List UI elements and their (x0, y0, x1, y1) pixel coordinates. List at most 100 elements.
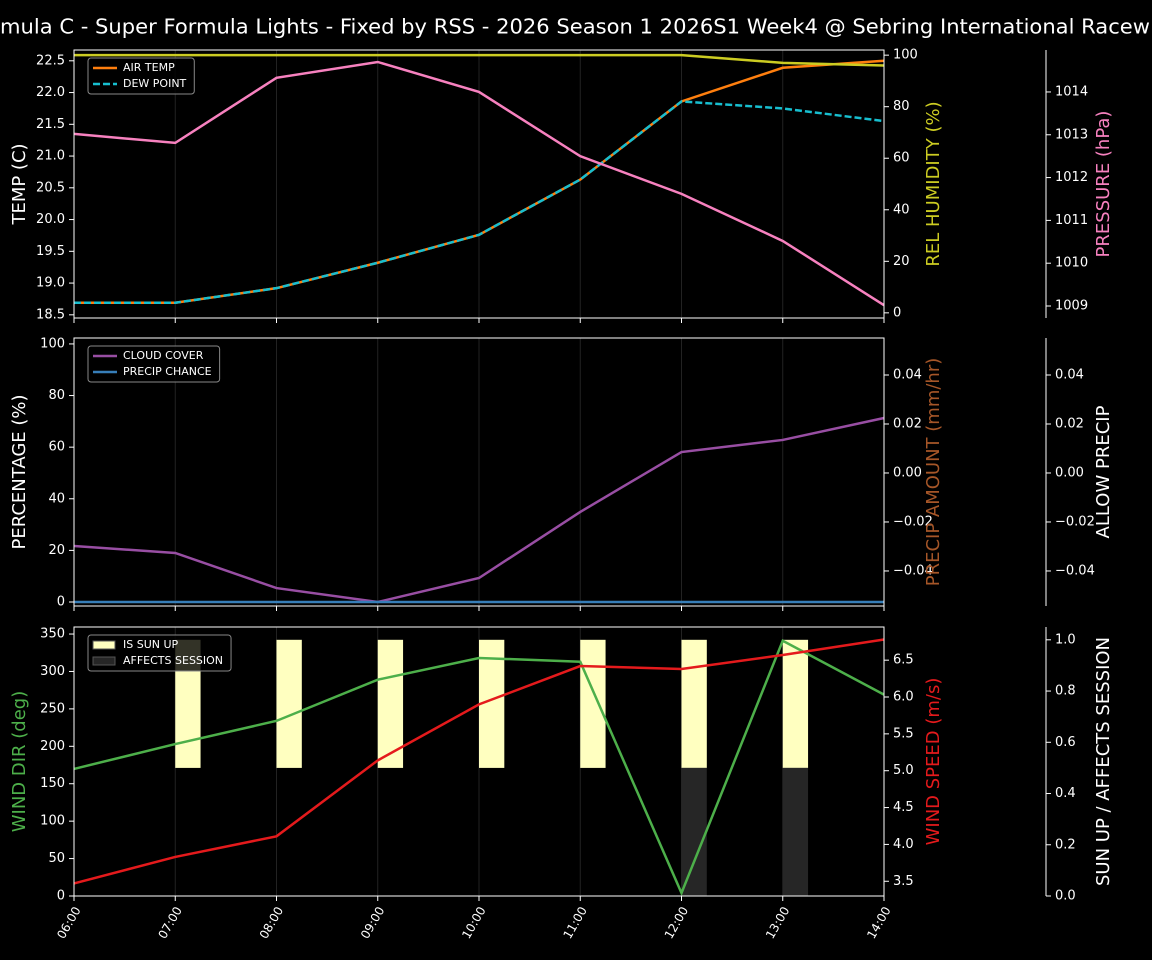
y3-tick-label: 1011 (1055, 213, 1088, 228)
y3-tick-label: 0.0 (1055, 889, 1076, 904)
y3-axis-title: PRESSURE (hPa) (1093, 111, 1114, 258)
bar (377, 639, 404, 768)
y-axis-title: WIND DIR (deg) (9, 691, 30, 833)
y2-tick-label: 3.5 (893, 874, 914, 889)
y2-tick-label: −0.02 (893, 514, 933, 529)
legend: CLOUD COVER PRECIP CHANCE (87, 345, 221, 383)
y2-axis-title: PRECIP AMOUNT (mm/hr) (923, 358, 944, 587)
y3-tick-label: 1.0 (1055, 632, 1076, 647)
y-tick-label: 150 (40, 776, 65, 791)
bar (681, 639, 707, 768)
y2-tick-label: 80 (893, 99, 910, 114)
y-tick-label: 250 (40, 701, 65, 716)
y-tick-label: 80 (48, 388, 65, 403)
line (74, 100, 885, 305)
y3-tick-label: 1014 (1055, 84, 1088, 99)
legend-label: PRECIP CHANCE (123, 365, 212, 378)
y-tick-label: 21.0 (36, 149, 65, 164)
y2-tick-label: 0.02 (893, 416, 922, 431)
y3-tick-label: 1010 (1055, 256, 1088, 271)
y2-tick-label: −0.04 (893, 563, 933, 578)
y3-axis-title: SUN UP / AFFECTS SESSION (1093, 637, 1114, 886)
legend-label: AFFECTS SESSION (123, 654, 223, 667)
y2-tick-label: 6.0 (893, 690, 914, 705)
bar (782, 767, 809, 896)
y-tick-label: 200 (40, 739, 65, 754)
y3-tick-label: 0.4 (1055, 786, 1076, 801)
x-tick-label: 09:00 (358, 904, 387, 941)
plot-frame (73, 337, 885, 607)
y2-tick-label: 6.5 (893, 653, 914, 668)
y-axis-title: TEMP (C) (9, 143, 30, 225)
y3-tick-label: 0.8 (1055, 684, 1076, 699)
y3-tick-label: 0.02 (1055, 416, 1084, 431)
y3-tick-label: 1012 (1055, 170, 1088, 185)
y3-axis-title: ALLOW PRECIP (1093, 405, 1114, 538)
bar (580, 639, 606, 768)
y-axis-title: PERCENTAGE (%) (9, 394, 30, 549)
y2-tick-label: 100 (893, 48, 918, 63)
x-tick-label: 10:00 (459, 904, 488, 941)
y-tick-label: 22.5 (36, 53, 65, 68)
y3-tick-label: −0.04 (1055, 563, 1095, 578)
x-tick-label: 11:00 (560, 904, 589, 941)
plot-frame (73, 49, 885, 319)
y3-tick-label: 0.2 (1055, 837, 1076, 852)
x-tick-label: 07:00 (155, 904, 184, 941)
x-tick-label: 12:00 (662, 904, 691, 941)
legend-label: AIR TEMP (123, 61, 175, 74)
y-tick-label: 50 (48, 851, 65, 866)
legend: AIR TEMP DEW POINT (87, 57, 195, 95)
y-tick-label: 22.0 (36, 85, 65, 100)
x-tick-label: 06:00 (54, 904, 83, 941)
y-tick-label: 20.5 (36, 180, 65, 195)
legend-box (87, 634, 232, 672)
y2-tick-label: 4.5 (893, 800, 914, 815)
x-tick-label: 08:00 (257, 904, 286, 941)
bar (681, 767, 707, 896)
y-tick-label: 40 (48, 491, 65, 506)
y-tick-label: 21.5 (36, 117, 65, 132)
y2-tick-label: 20 (893, 254, 910, 269)
y-tick-label: 100 (40, 336, 65, 351)
y-tick-label: 20.0 (36, 212, 65, 227)
y-tick-label: 0 (57, 595, 65, 610)
y2-tick-label: 0 (893, 305, 901, 320)
y-tick-label: 19.5 (36, 244, 65, 259)
y-tick-label: 100 (40, 814, 65, 829)
line (73, 60, 885, 307)
y2-tick-label: 0.00 (893, 465, 922, 480)
plot-frame (73, 626, 885, 897)
y3-tick-label: 1013 (1055, 127, 1088, 142)
y2-tick-label: 60 (893, 151, 910, 166)
x-tick-label: 13:00 (763, 904, 792, 941)
line (73, 638, 885, 885)
y3-tick-label: −0.02 (1055, 514, 1095, 529)
y-tick-label: 60 (48, 440, 65, 455)
y2-tick-label: 5.5 (893, 726, 914, 741)
line (73, 416, 885, 604)
y3-tick-label: 0.6 (1055, 735, 1076, 750)
y3-tick-label: 1009 (1055, 299, 1088, 314)
legend-label: IS SUN UP (123, 638, 179, 651)
legend-box (87, 345, 221, 383)
legend-swatch (92, 640, 116, 650)
y-tick-label: 20 (48, 543, 65, 558)
y2-tick-label: 5.0 (893, 763, 914, 778)
y2-tick-label: 4.0 (893, 837, 914, 852)
y-tick-label: 19.0 (36, 276, 65, 291)
line (74, 53, 885, 67)
legend-label: CLOUD COVER (123, 349, 204, 362)
bar (276, 639, 302, 768)
y3-tick-label: 0.00 (1055, 465, 1084, 480)
y-tick-label: 350 (40, 627, 65, 642)
x-tick-label: 14:00 (864, 904, 893, 941)
y-tick-label: 18.5 (36, 307, 65, 322)
y2-axis-title: WIND SPEED (m/s) (923, 678, 944, 846)
bar (782, 639, 809, 768)
y-tick-label: 300 (40, 664, 65, 679)
y2-tick-label: 40 (893, 202, 910, 217)
legend-swatch (92, 656, 116, 666)
